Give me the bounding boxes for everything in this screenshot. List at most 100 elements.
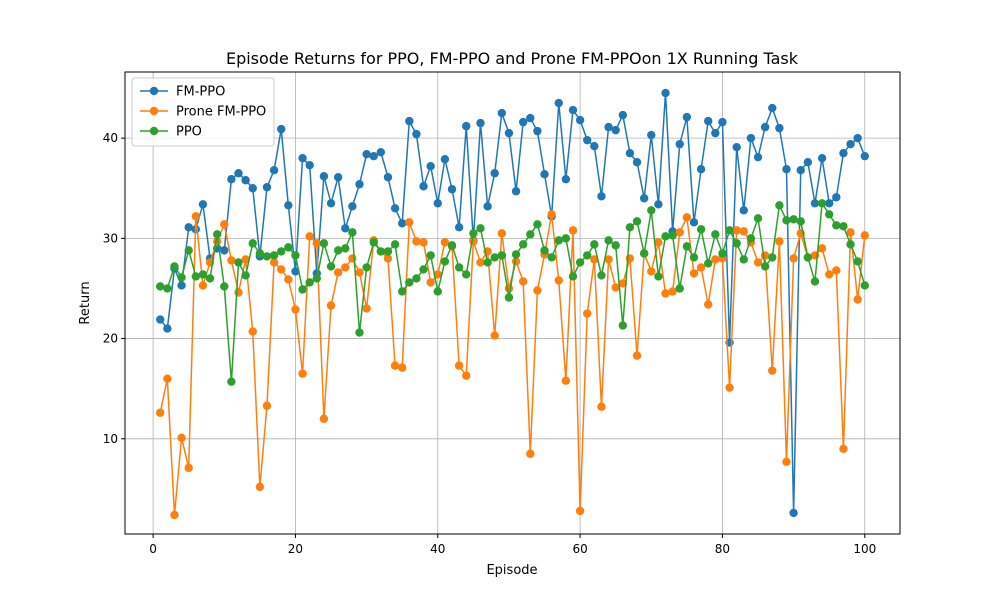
- data-point-fm-ppo: [775, 123, 784, 133]
- data-point-fm-ppo: [476, 118, 485, 128]
- data-point-prone-fm-ppo: [832, 266, 841, 275]
- data-point-ppo: [668, 231, 677, 240]
- data-point-prone-fm-ppo: [348, 254, 357, 263]
- data-point-prone-fm-ppo: [412, 237, 421, 246]
- data-point-prone-fm-ppo: [789, 254, 798, 263]
- data-point-ppo: [739, 255, 748, 264]
- data-point-fm-ppo: [561, 175, 571, 184]
- data-point-prone-fm-ppo: [497, 229, 507, 238]
- data-point-ppo: [319, 239, 329, 248]
- data-point-ppo: [753, 214, 763, 223]
- data-point-prone-fm-ppo: [590, 255, 599, 264]
- data-point-fm-ppo: [768, 103, 777, 113]
- data-point-fm-ppo: [846, 139, 855, 149]
- data-point-fm-ppo: [269, 166, 279, 175]
- data-point-ppo: [611, 241, 620, 250]
- data-point-prone-fm-ppo: [191, 212, 201, 221]
- data-point-ppo: [604, 236, 613, 245]
- data-point-ppo: [832, 221, 841, 230]
- y-tick-label: 10: [103, 432, 118, 446]
- data-point-prone-fm-ppo: [725, 383, 734, 392]
- data-point-ppo: [533, 220, 542, 229]
- data-point-ppo: [526, 230, 535, 239]
- data-point-prone-fm-ppo: [163, 374, 172, 383]
- data-point-ppo: [860, 281, 869, 290]
- data-point-fm-ppo: [220, 246, 229, 255]
- y-tick-label: 30: [103, 231, 118, 245]
- data-point-ppo: [447, 241, 457, 250]
- data-point-ppo: [355, 328, 364, 337]
- data-point-prone-fm-ppo: [305, 232, 314, 241]
- data-point-ppo: [568, 272, 578, 281]
- data-point-prone-fm-ppo: [269, 258, 279, 267]
- data-point-fm-ppo: [369, 151, 378, 161]
- data-point-fm-ppo: [810, 199, 820, 208]
- data-point-ppo: [212, 230, 222, 239]
- data-point-prone-fm-ppo: [668, 287, 677, 296]
- data-point-prone-fm-ppo: [326, 301, 336, 310]
- data-point-fm-ppo: [675, 139, 684, 149]
- data-point-fm-ppo: [618, 110, 628, 120]
- data-point-ppo: [269, 251, 279, 260]
- data-point-ppo: [810, 277, 820, 286]
- data-point-prone-fm-ppo: [561, 376, 571, 385]
- data-point-ppo: [220, 282, 229, 291]
- data-point-prone-fm-ppo: [526, 449, 535, 459]
- data-point-fm-ppo: [696, 165, 706, 174]
- series-line-ppo: [160, 202, 866, 383]
- series-ppo: [156, 199, 869, 386]
- data-point-fm-ppo: [704, 116, 713, 126]
- data-point-ppo: [191, 272, 201, 281]
- data-point-ppo: [768, 253, 777, 262]
- data-point-fm-ppo: [298, 153, 307, 163]
- data-point-fm-ppo: [241, 176, 250, 185]
- x-tick-label: 20: [288, 542, 303, 556]
- data-point-prone-fm-ppo: [632, 351, 642, 360]
- data-point-prone-fm-ppo: [618, 279, 628, 288]
- data-point-fm-ppo: [604, 122, 613, 132]
- data-point-fm-ppo: [718, 117, 727, 127]
- data-point-fm-ppo: [796, 166, 805, 175]
- data-point-ppo: [476, 224, 485, 233]
- data-point-ppo: [284, 243, 293, 252]
- legend: FM-PPO Prone FM-PPO PPO: [131, 77, 275, 147]
- data-point-fm-ppo: [333, 173, 343, 182]
- data-point-fm-ppo: [853, 133, 862, 143]
- data-point-fm-ppo: [511, 187, 521, 196]
- data-point-ppo: [547, 253, 556, 262]
- legend-label: Prone FM-PPO: [176, 105, 266, 120]
- data-point-ppo: [654, 272, 663, 281]
- data-point-prone-fm-ppo: [170, 510, 179, 520]
- data-point-ppo: [789, 215, 798, 224]
- data-point-fm-ppo: [760, 122, 770, 132]
- data-point-ppo: [632, 217, 642, 226]
- data-point-fm-ppo: [305, 161, 314, 170]
- data-point-prone-fm-ppo: [732, 226, 741, 235]
- data-point-fm-ppo: [291, 267, 300, 276]
- x-tick-label: 0: [149, 542, 157, 556]
- data-point-ppo: [341, 244, 350, 253]
- data-point-fm-ppo: [782, 165, 791, 174]
- data-point-prone-fm-ppo: [248, 327, 257, 336]
- data-point-ppo: [440, 257, 450, 266]
- data-point-fm-ppo: [326, 199, 336, 208]
- data-point-prone-fm-ppo: [518, 277, 528, 286]
- data-point-ppo: [746, 234, 756, 243]
- data-point-ppo: [405, 278, 414, 287]
- data-point-fm-ppo: [832, 193, 841, 202]
- data-point-prone-fm-ppo: [476, 258, 485, 267]
- data-point-prone-fm-ppo: [711, 255, 720, 264]
- data-point-ppo: [504, 293, 514, 302]
- data-point-fm-ppo: [355, 180, 364, 189]
- data-point-prone-fm-ppo: [341, 263, 350, 272]
- data-point-prone-fm-ppo: [739, 227, 748, 236]
- data-point-prone-fm-ppo: [654, 238, 663, 247]
- data-point-fm-ppo: [518, 117, 528, 127]
- data-point-prone-fm-ppo: [575, 506, 585, 516]
- data-point-ppo: [433, 287, 442, 296]
- data-point-prone-fm-ppo: [860, 231, 869, 240]
- data-point-prone-fm-ppo: [383, 254, 393, 263]
- data-point-prone-fm-ppo: [255, 482, 265, 492]
- data-point-ppo: [348, 228, 357, 237]
